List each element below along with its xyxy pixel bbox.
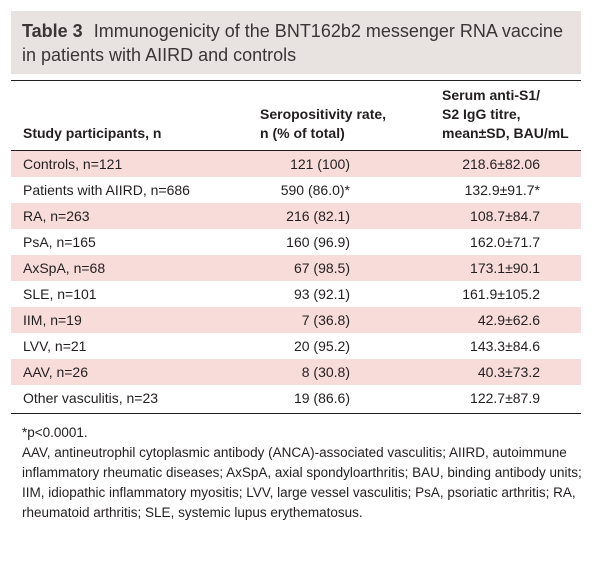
cell-participants: Patients with AIIRD, n=686 bbox=[23, 182, 190, 198]
cell-seropositivity: 8 (30.8) bbox=[301, 364, 350, 380]
table-row: Other vasculitis, n=23 19 (86.6) 122.7±8… bbox=[11, 385, 581, 411]
header-seropositivity-line1: Seropositivity rate, bbox=[260, 106, 387, 122]
header-seropositivity-line2: n (% of total) bbox=[260, 125, 345, 141]
cell-seropositivity: 590 (86.0)* bbox=[280, 182, 350, 198]
cell-titre: 218.6±82.06 bbox=[462, 156, 540, 172]
header-titre-line2: S2 IgG titre, bbox=[442, 106, 521, 122]
header-seropositivity: Seropositivity rate, n (% of total) bbox=[260, 105, 386, 143]
table-footnotes: *p<0.0001. AAV, antineutrophil cytoplasm… bbox=[22, 423, 582, 523]
cell-titre: 161.9±105.2 bbox=[462, 286, 540, 302]
cell-titre: 173.1±90.1 bbox=[470, 260, 540, 276]
footnote-abbreviations: AAV, antineutrophil cytoplasmic antibody… bbox=[22, 445, 582, 520]
cell-titre: 122.7±87.9 bbox=[470, 390, 540, 406]
bottom-rule bbox=[11, 413, 581, 414]
cell-titre: 143.3±84.6 bbox=[470, 338, 540, 354]
table-row: LVV, n=21 20 (95.2) 143.3±84.6 bbox=[11, 333, 581, 359]
table-header: Study participants, n Seropositivity rat… bbox=[11, 80, 581, 149]
cell-titre: 132.9±91.7* bbox=[464, 182, 540, 198]
cell-seropositivity: 93 (92.1) bbox=[293, 286, 350, 302]
table-row: AxSpA, n=68 67 (98.5) 173.1±90.1 bbox=[11, 255, 581, 281]
table-body: Controls, n=121 121 (100) 218.6±82.06 Pa… bbox=[11, 151, 581, 411]
cell-participants: Other vasculitis, n=23 bbox=[23, 390, 159, 406]
cell-titre: 42.9±62.6 bbox=[477, 312, 540, 328]
cell-participants: LVV, n=21 bbox=[23, 338, 87, 354]
cell-participants: PsA, n=165 bbox=[23, 234, 96, 250]
cell-seropositivity: 121 (100) bbox=[290, 156, 350, 172]
table-row: RA, n=263 216 (82.1) 108.7±84.7 bbox=[11, 203, 581, 229]
cell-participants: SLE, n=101 bbox=[23, 286, 97, 302]
header-titre: Serum anti-S1/ S2 IgG titre, mean±SD, BA… bbox=[442, 86, 569, 143]
table-row: Patients with AIIRD, n=686 590 (86.0)* 1… bbox=[11, 177, 581, 203]
table-label: Table 3 bbox=[22, 21, 83, 41]
table-row: SLE, n=101 93 (92.1) 161.9±105.2 bbox=[11, 281, 581, 307]
table-title-line1: Immunogenicity of the BNT162b2 messenger… bbox=[93, 21, 563, 41]
cell-participants: AxSpA, n=68 bbox=[23, 260, 106, 276]
cell-seropositivity: 216 (82.1) bbox=[286, 208, 350, 224]
cell-titre: 108.7±84.7 bbox=[470, 208, 540, 224]
footnote-significance: *p<0.0001. bbox=[22, 425, 88, 440]
table-title-box: Table 3 Immunogenicity of the BNT162b2 m… bbox=[11, 11, 581, 74]
header-titre-line1: Serum anti-S1/ bbox=[442, 87, 541, 103]
top-rule bbox=[11, 80, 581, 81]
table-title-line2: in patients with AIIRD and controls bbox=[22, 45, 297, 65]
cell-seropositivity: 7 (36.8) bbox=[301, 312, 350, 328]
cell-participants: RA, n=263 bbox=[23, 208, 90, 224]
cell-participants: Controls, n=121 bbox=[23, 156, 123, 172]
header-rule bbox=[11, 150, 581, 151]
table-row: IIM, n=19 7 (36.8) 42.9±62.6 bbox=[11, 307, 581, 333]
table-row: Controls, n=121 121 (100) 218.6±82.06 bbox=[11, 151, 581, 177]
cell-titre: 162.0±71.7 bbox=[470, 234, 540, 250]
table-row: AAV, n=26 8 (30.8) 40.3±73.2 bbox=[11, 359, 581, 385]
cell-seropositivity: 20 (95.2) bbox=[293, 338, 350, 354]
table-row: PsA, n=165 160 (96.9) 162.0±71.7 bbox=[11, 229, 581, 255]
header-titre-line3: mean±SD, BAU/mL bbox=[442, 125, 569, 141]
cell-seropositivity: 160 (96.9) bbox=[286, 234, 350, 250]
cell-participants: IIM, n=19 bbox=[23, 312, 82, 328]
cell-participants: AAV, n=26 bbox=[23, 364, 89, 380]
cell-seropositivity: 19 (86.6) bbox=[293, 390, 350, 406]
cell-titre: 40.3±73.2 bbox=[477, 364, 540, 380]
header-participants: Study participants, n bbox=[23, 125, 162, 141]
cell-seropositivity: 67 (98.5) bbox=[293, 260, 350, 276]
